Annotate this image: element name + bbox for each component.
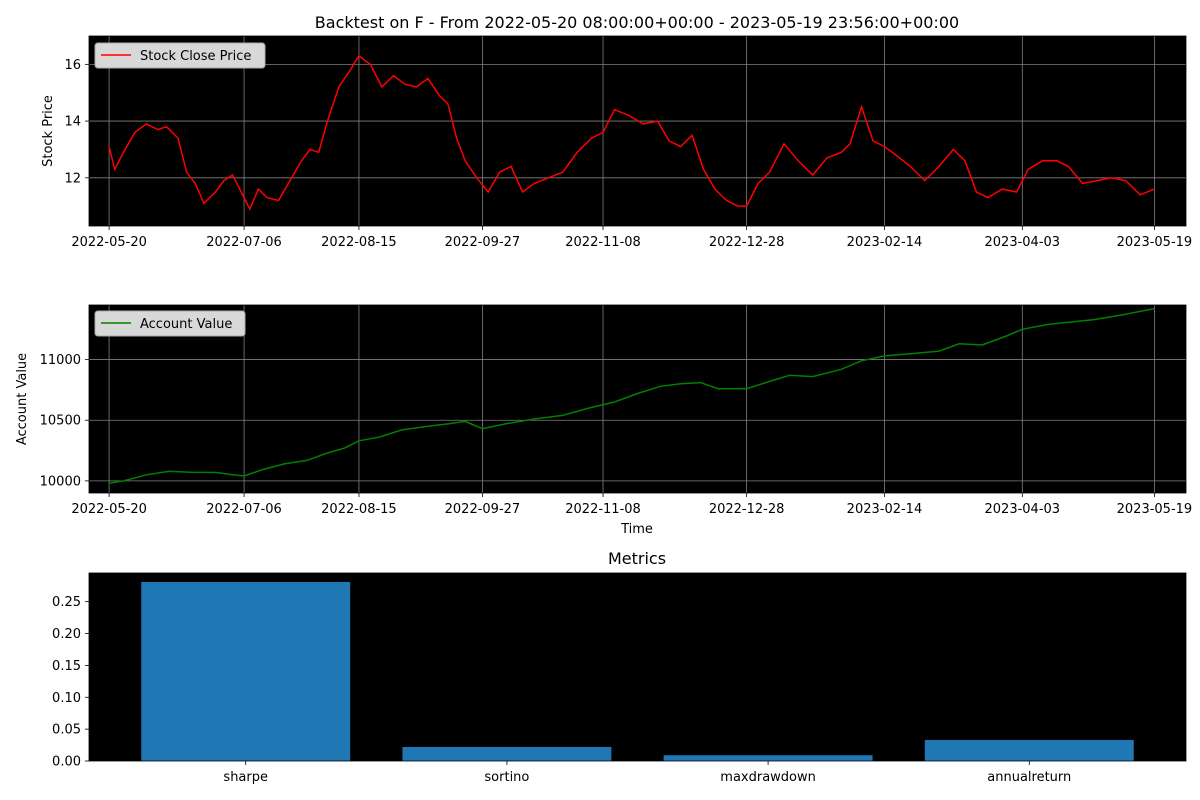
- price-plot-area: [89, 36, 1186, 226]
- account-x-axis-label: Time: [620, 522, 653, 537]
- price-y-axis-label: Stock Price: [41, 95, 56, 167]
- price-x-tick-label-2: 2022-08-15: [321, 235, 397, 250]
- metrics-y-tick-label-1: 0.05: [52, 723, 81, 738]
- account-legend-box: [94, 310, 246, 337]
- metrics-bars: [141, 581, 1134, 761]
- account-y-axis-label: Account Value: [15, 353, 30, 445]
- metrics-panel: Metrics sharpe sortino maxdrawdown annualre…: [52, 549, 1187, 785]
- account-y-tick-label-2: 11000: [40, 353, 81, 368]
- account-y-ticks: 10000 10500 11000: [40, 353, 89, 489]
- metric-bar-maxdrawdown: [663, 755, 873, 761]
- price-legend: Stock Close Price: [94, 42, 266, 69]
- account-series-line: [108, 307, 1155, 485]
- metrics-y-tick-label-5: 0.25: [52, 595, 81, 610]
- price-legend-box: [94, 42, 266, 69]
- account-y-tick-label-1: 10500: [40, 414, 81, 429]
- price-y-tick-label-2: 16: [64, 58, 81, 73]
- account-panel: 2022-05-20 2022-07-06 2022-08-15 2022-09-27…: [15, 304, 1192, 537]
- account-x-tick-label-8: 2023-05-19: [1117, 502, 1193, 517]
- metrics-x-tick-label-maxdrawdown: maxdrawdown: [720, 770, 816, 785]
- account-plot-border: [88, 304, 1187, 494]
- metrics-x-tick-label-sortino: sortino: [484, 770, 529, 785]
- metrics-y-ticks: 0.00 0.05 0.10 0.15 0.20 0.25: [52, 595, 89, 770]
- price-x-tick-label-4: 2022-11-08: [565, 235, 641, 250]
- account-x-tick-label-6: 2023-02-14: [847, 502, 923, 517]
- metrics-title: Metrics: [608, 549, 666, 568]
- account-y-tick-label-0: 10000: [40, 474, 81, 489]
- metric-bar-annualreturn: [924, 739, 1134, 761]
- price-x-tick-label-0: 2022-05-20: [71, 235, 147, 250]
- account-legend: Account Value: [94, 310, 246, 337]
- price-legend-label: Stock Close Price: [140, 49, 251, 64]
- account-x-tick-label-2: 2022-08-15: [321, 502, 397, 517]
- metric-bar-sortino: [402, 746, 612, 761]
- account-legend-label: Account Value: [140, 317, 232, 332]
- account-x-tick-label-0: 2022-05-20: [71, 502, 147, 517]
- account-plot-area: [89, 305, 1186, 493]
- price-series-line: [108, 54, 1155, 211]
- account-x-tick-label-7: 2023-04-03: [985, 502, 1061, 517]
- price-plot-border: [88, 35, 1187, 227]
- account-x-tick-label-1: 2022-07-06: [206, 502, 282, 517]
- price-x-tick-label-8: 2023-05-19: [1117, 235, 1193, 250]
- account-x-tick-label-5: 2022-12-28: [709, 502, 785, 517]
- metric-bar-sharpe: [141, 581, 351, 761]
- price-x-tick-label-5: 2022-12-28: [709, 235, 785, 250]
- account-x-tick-label-3: 2022-09-27: [445, 502, 521, 517]
- metrics-y-tick-label-3: 0.15: [52, 659, 81, 674]
- price-x-ticks: 2022-05-20 2022-07-06 2022-08-15 2022-09-27…: [71, 226, 1192, 250]
- account-grid: [89, 305, 1186, 493]
- price-x-tick-label-6: 2023-02-14: [847, 235, 923, 250]
- price-x-tick-label-7: 2023-04-03: [985, 235, 1061, 250]
- figure-title: Backtest on F - From 2022-05-20 08:00:00…: [315, 13, 959, 32]
- price-x-tick-label-3: 2022-09-27: [445, 235, 521, 250]
- price-x-tick-label-1: 2022-07-06: [206, 235, 282, 250]
- metrics-plot-border: [88, 572, 1187, 762]
- metrics-x-tick-label-sharpe: sharpe: [223, 770, 268, 785]
- price-y-tick-label-0: 12: [64, 171, 81, 186]
- price-panel: 2022-05-20 2022-07-06 2022-08-15 2022-09-27…: [41, 35, 1192, 250]
- price-y-ticks: 12 14 16: [64, 58, 89, 186]
- metrics-y-tick-label-4: 0.20: [52, 627, 81, 642]
- metrics-x-tick-label-annualreturn: annualreturn: [987, 770, 1071, 785]
- metrics-y-tick-label-0: 0.00: [52, 755, 81, 770]
- account-x-ticks: 2022-05-20 2022-07-06 2022-08-15 2022-09-27…: [71, 493, 1192, 517]
- metrics-x-ticks: sharpe sortino maxdrawdown annualreturn: [223, 761, 1071, 785]
- account-x-tick-label-4: 2022-11-08: [565, 502, 641, 517]
- metrics-y-tick-label-2: 0.10: [52, 691, 81, 706]
- price-y-tick-label-1: 14: [64, 115, 81, 130]
